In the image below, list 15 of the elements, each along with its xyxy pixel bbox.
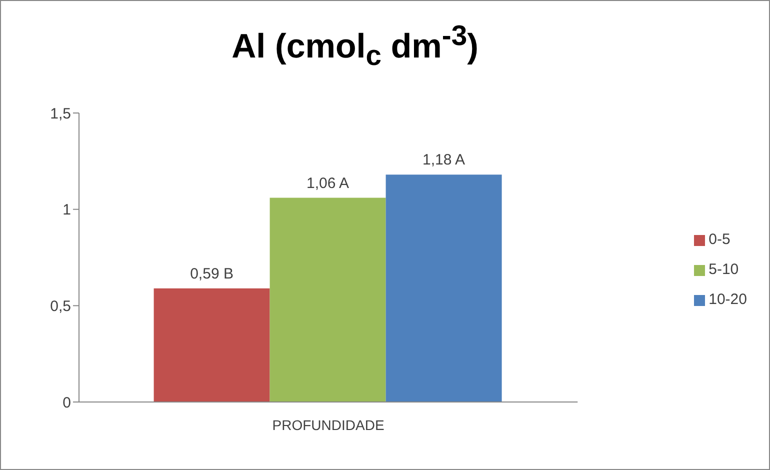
bar (154, 288, 270, 402)
legend-label: 5-10 (708, 261, 739, 278)
y-tick-label: 1,5 (50, 105, 71, 122)
legend-label: 0-5 (708, 231, 730, 248)
y-tick-label: 1 (62, 202, 71, 219)
data-label: 1,06 A (306, 174, 350, 192)
x-tick-label: PROFUNDIDADE (272, 416, 384, 433)
y-tick-label: 0 (62, 394, 71, 412)
bar (270, 198, 386, 402)
data-label: 1,18 A (422, 152, 466, 169)
bar (386, 174, 502, 402)
chart-title: Al (cmol$_{c}$ dm$^{-3}$) (232, 20, 478, 73)
legend-label: 10-20 (708, 291, 747, 308)
y-tick-label: 0,5 (50, 298, 71, 315)
data-label: 0,59 B (190, 265, 234, 282)
